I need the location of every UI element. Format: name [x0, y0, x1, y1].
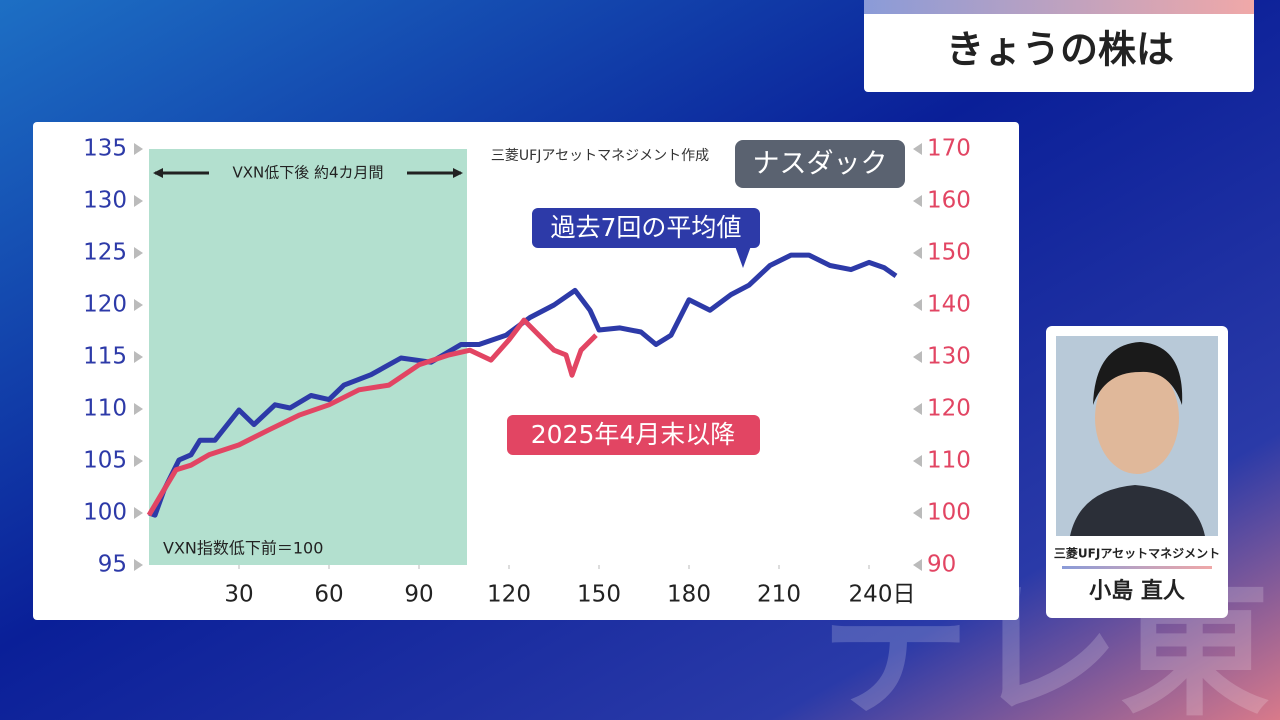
- highlight-label: VXN低下後 約4カ月間: [232, 164, 383, 182]
- y2-tick-label: 170: [927, 136, 971, 162]
- presenter-company: 三菱UFJアセットマネジメント: [1054, 546, 1220, 561]
- y2-tick-mark: [913, 403, 922, 415]
- x-tick-label: 90: [404, 582, 433, 608]
- y2-tick-label: 110: [927, 448, 971, 474]
- y2-tick-label: 100: [927, 500, 971, 526]
- y2-tick-mark: [913, 299, 922, 311]
- header-strip: [864, 0, 1254, 14]
- series-line: [146, 317, 598, 517]
- title-badge: [735, 140, 905, 188]
- y-tick-mark: [134, 299, 143, 311]
- y2-tick-mark: [913, 559, 922, 571]
- header-box: [864, 0, 1254, 92]
- presenter-hair: [1093, 342, 1183, 405]
- y2-tick-label: 90: [927, 552, 956, 578]
- presenter-suit: [1070, 485, 1205, 536]
- y2-tick-label: 140: [927, 292, 971, 318]
- y2-tick-label: 160: [927, 188, 971, 214]
- x-tick-label: 240日: [849, 582, 916, 608]
- y2-tick-mark: [913, 507, 922, 519]
- y-tick-label: 135: [83, 136, 127, 162]
- y-tick-mark: [134, 195, 143, 207]
- y2-tick-mark: [913, 143, 922, 155]
- presenter-divider: [1062, 566, 1212, 569]
- y-tick-label: 100: [83, 500, 127, 526]
- y2-tick-mark: [913, 195, 922, 207]
- y-tick-mark: [134, 351, 143, 363]
- y-tick-label: 120: [83, 292, 127, 318]
- plot: VXN低下後 約4カ月間 VXN指数低下前＝100 三菱UFJアセットマネジメント作…: [83, 136, 971, 608]
- chart-title: ナスダック: [753, 149, 888, 180]
- y2-tick-mark: [913, 351, 922, 363]
- legend-box: [507, 415, 760, 455]
- presenter-face: [1095, 362, 1179, 474]
- y-tick-mark: [134, 143, 143, 155]
- y-tick-mark: [134, 455, 143, 467]
- x-tick-label: 120: [487, 582, 531, 608]
- y-tick-mark: [134, 559, 143, 571]
- note: VXN指数低下前＝100: [163, 539, 323, 558]
- series-line: [148, 252, 898, 518]
- x-tick-label: 30: [224, 582, 253, 608]
- legend-label: 2025年4月末以降: [531, 420, 736, 449]
- y2-tick-mark: [913, 455, 922, 467]
- y-tick-mark: [134, 247, 143, 259]
- y-tick-label: 115: [83, 344, 127, 370]
- presenter-name: 小島 直人: [1089, 578, 1185, 604]
- legend-box: [532, 208, 760, 248]
- y-tick-label: 105: [83, 448, 127, 474]
- x-tick-label: 60: [314, 582, 343, 608]
- y-tick-label: 130: [83, 188, 127, 214]
- y-tick-label: 110: [83, 396, 127, 422]
- source: 三菱UFJアセットマネジメント作成: [491, 148, 709, 164]
- y2-tick-label: 120: [927, 396, 971, 422]
- x-tick-label: 210: [757, 582, 801, 608]
- highlight-band: [149, 149, 467, 565]
- y2-tick-mark: [913, 247, 922, 259]
- x-tick-label: 150: [577, 582, 621, 608]
- y-tick-label: 125: [83, 240, 127, 266]
- y2-tick-label: 150: [927, 240, 971, 266]
- y2-tick-label: 130: [927, 344, 971, 370]
- header-title: きょうの株は: [946, 28, 1174, 72]
- legend-label: 過去7回の平均値: [551, 213, 742, 242]
- y-tick-label: 95: [98, 552, 127, 578]
- legend-pointer: [735, 246, 751, 268]
- y-tick-mark: [134, 507, 143, 519]
- x-tick-label: 180: [667, 582, 711, 608]
- y-tick-mark: [134, 403, 143, 415]
